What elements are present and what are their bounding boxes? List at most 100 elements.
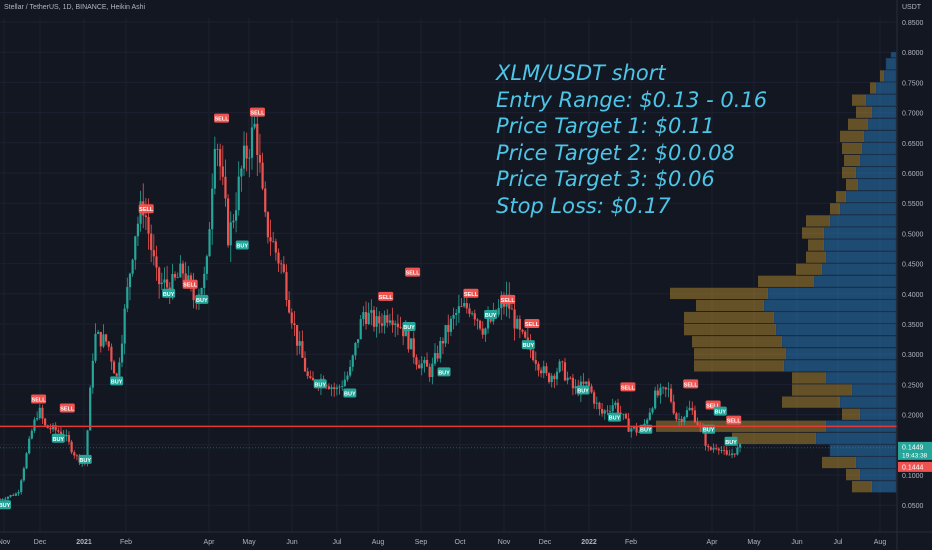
candle-body bbox=[12, 495, 15, 496]
y-tick-label: 0.8000 bbox=[902, 50, 924, 57]
candle-body bbox=[54, 425, 57, 431]
candle-body bbox=[112, 361, 116, 374]
symbol-header[interactable]: Stellar / TetherUS, 1D, BINANCE, Heikin … bbox=[4, 4, 146, 11]
candle-body bbox=[229, 222, 232, 246]
candle-body bbox=[43, 418, 47, 426]
candle-body bbox=[184, 273, 187, 282]
volume-profile-bar-up bbox=[775, 323, 897, 336]
volume-profile-bar-up bbox=[783, 359, 897, 372]
candle-body bbox=[441, 341, 445, 344]
x-tick-label: Jul bbox=[834, 539, 843, 546]
x-tick-label: Apr bbox=[204, 539, 216, 546]
candle-body bbox=[600, 408, 604, 414]
candle-body bbox=[683, 417, 686, 422]
candle-body bbox=[436, 352, 439, 359]
signal-badge bbox=[195, 294, 209, 304]
candle-body bbox=[521, 329, 524, 332]
candle-body bbox=[558, 361, 561, 372]
candle-body bbox=[704, 431, 707, 446]
candle-body bbox=[656, 390, 659, 396]
candle-body bbox=[200, 287, 203, 295]
buy-signal-marker: BUY bbox=[437, 367, 451, 377]
candle-body bbox=[545, 366, 548, 374]
open-price-text: 0.1444 bbox=[902, 464, 924, 471]
x-tick-label: Feb bbox=[120, 539, 132, 546]
signal-label: BUY bbox=[577, 388, 589, 394]
buy-signal-marker: BUY bbox=[576, 385, 590, 395]
volume-profile-bar-down bbox=[692, 336, 782, 348]
candle-body bbox=[330, 387, 333, 390]
annotation-line-stop-loss: Stop Loss: $0.17 bbox=[496, 193, 671, 218]
volume-profile-bar-down bbox=[880, 70, 884, 82]
candle-body bbox=[14, 493, 18, 496]
candle-body bbox=[598, 402, 601, 409]
y-tick-label: 0.5000 bbox=[902, 231, 924, 238]
volume-profile-bar-up bbox=[859, 154, 897, 167]
candle-body bbox=[136, 223, 140, 237]
signal-badge bbox=[724, 436, 738, 446]
candle-body bbox=[447, 325, 450, 332]
candle-body bbox=[532, 350, 535, 361]
candle-body bbox=[107, 341, 110, 347]
volume-profile-bar-up bbox=[859, 408, 897, 421]
signal-badge bbox=[138, 204, 154, 214]
signal-badge bbox=[402, 322, 416, 332]
candle-body bbox=[301, 341, 304, 358]
y-tick-label: 0.2500 bbox=[902, 382, 924, 389]
candle-body bbox=[593, 392, 596, 404]
candle-body bbox=[248, 157, 251, 159]
x-tick-label: May bbox=[242, 539, 256, 546]
volume-profile-bar-down bbox=[852, 94, 866, 106]
candle-body bbox=[102, 334, 105, 347]
candle-body bbox=[574, 386, 577, 389]
x-tick-label: Apr bbox=[707, 539, 719, 546]
volume-profile-bar-down bbox=[840, 130, 864, 142]
signal-label: BUY bbox=[163, 292, 175, 298]
signal-label: BUY bbox=[725, 440, 737, 446]
sell-signal-marker: SELL bbox=[683, 379, 699, 389]
candle-body bbox=[41, 407, 44, 419]
signal-badge bbox=[51, 433, 65, 443]
y-tick-label: 0.7000 bbox=[902, 111, 924, 118]
signal-markers: BUYSELLSELLBUYBUYBUYSELLBUYSELLBUYSELLSE… bbox=[0, 107, 741, 509]
buy-signal-marker: BUY bbox=[235, 240, 249, 250]
candle-body bbox=[253, 123, 256, 128]
y-tick-label: 0.4500 bbox=[902, 262, 924, 269]
candle-body bbox=[383, 315, 386, 326]
candle-body bbox=[134, 236, 137, 260]
time-axis[interactable]: Nov Dec 2021 Feb Apr May Jun Jul Aug Sep Oct Nov Dec… bbox=[0, 539, 886, 546]
candle-body bbox=[423, 359, 426, 364]
candle-body bbox=[237, 176, 240, 211]
volume-profile-bar-down bbox=[732, 432, 816, 444]
volume-profile-bar-up bbox=[781, 335, 897, 348]
trade-plan-annotation: XLM/USDT short Entry Range: $0.13 - 0.16… bbox=[496, 60, 767, 220]
candle-body bbox=[616, 402, 620, 413]
candle-body bbox=[293, 323, 296, 326]
candle-body bbox=[288, 300, 291, 313]
volume-profile-bar-down bbox=[670, 287, 768, 300]
candle-body bbox=[736, 447, 739, 455]
candle-body bbox=[595, 402, 598, 404]
candle-body bbox=[608, 411, 612, 412]
candle-body bbox=[455, 312, 458, 315]
candle-body bbox=[452, 314, 455, 319]
x-tick-label: Jun bbox=[286, 539, 297, 546]
candle-body bbox=[627, 418, 630, 432]
candle-body bbox=[638, 431, 641, 433]
sell-signal-marker: SELL bbox=[500, 294, 515, 304]
signal-badge bbox=[182, 279, 198, 289]
candle-body bbox=[179, 263, 182, 278]
candle-body bbox=[516, 318, 519, 329]
sell-signal-marker: SELL bbox=[249, 107, 265, 117]
volume-profile-bar-down bbox=[846, 468, 860, 481]
volume-profile-bar-up bbox=[855, 166, 897, 179]
x-tick-label: Jun bbox=[791, 539, 802, 546]
signal-badge bbox=[683, 379, 699, 389]
volume-profile-bar-up bbox=[890, 51, 897, 58]
volume-profile-bar-down bbox=[830, 203, 840, 215]
candle-body bbox=[478, 320, 482, 329]
candle-body bbox=[396, 323, 399, 328]
candle-body bbox=[36, 418, 39, 420]
